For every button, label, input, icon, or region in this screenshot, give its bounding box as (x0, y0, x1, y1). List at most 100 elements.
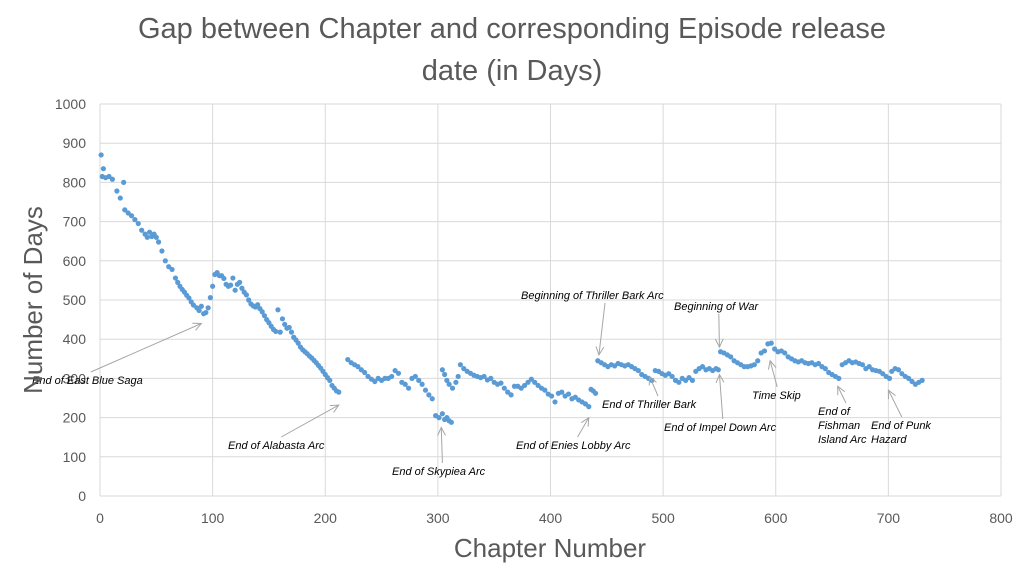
data-point (186, 295, 192, 301)
annotation-arrow (718, 313, 720, 348)
y-tick-label: 1000 (55, 96, 86, 112)
y-tick-label: 200 (63, 410, 87, 426)
annotation-line: Time Skip (752, 390, 801, 402)
annotation-line: End of Alabasta Arc (228, 440, 325, 452)
data-point (259, 309, 265, 315)
data-point (449, 385, 456, 391)
data-point (761, 348, 768, 354)
annotation-arrowhead (329, 404, 340, 413)
data-point (528, 376, 534, 382)
annotation-label: Beginning of War (674, 301, 760, 313)
data-point (422, 387, 429, 393)
data-point (436, 415, 442, 421)
x-tick-label: 0 (96, 510, 104, 526)
data-point (426, 392, 432, 398)
data-point (98, 152, 104, 158)
annotation-label: End of Impel Down Arc (664, 422, 777, 434)
data-point (586, 404, 592, 410)
data-point (239, 285, 245, 291)
data-point (751, 362, 757, 368)
data-point (389, 373, 395, 380)
data-point (446, 381, 452, 387)
data-point (689, 377, 696, 383)
annotation-arrowhead (767, 359, 777, 370)
annotation-label: End of Punk Hazard (871, 420, 931, 446)
data-point (822, 366, 828, 372)
annotation-arrowhead (648, 375, 657, 386)
annotation-arrow (718, 374, 724, 420)
x-tick-label: 500 (651, 510, 675, 526)
data-point (412, 373, 418, 380)
x-tick-label: 600 (764, 510, 788, 526)
data-point (135, 220, 141, 227)
data-point (439, 367, 445, 373)
annotation-arrowhead (837, 385, 846, 396)
annotation-line: Beginning of War (674, 301, 760, 313)
annotation-label: End of Enies Lobby Arc (516, 440, 631, 452)
data-points (98, 152, 925, 425)
y-axis-title: Number of Days (18, 206, 48, 394)
data-point (277, 329, 283, 335)
data-point (288, 329, 295, 335)
annotation-arrowhead (714, 338, 724, 349)
annotation-arrow (837, 386, 847, 404)
annotation-arrowhead (595, 346, 605, 357)
data-point (919, 377, 925, 383)
data-point (542, 387, 548, 393)
data-point (886, 375, 893, 381)
data-point (549, 393, 555, 399)
data-point (246, 297, 252, 303)
data-point (255, 302, 261, 308)
data-point (676, 379, 682, 385)
data-point (453, 379, 459, 385)
annotation-line: Hazard (871, 434, 907, 446)
annotation-line: Beginning of Thriller Bark Arc (521, 290, 664, 302)
annotation-label: Time Skip (752, 390, 801, 402)
x-axis-title: Chapter Number (454, 533, 647, 563)
data-point (782, 350, 788, 356)
y-tick-label: 600 (63, 253, 87, 269)
annotation-line: End of Enies Lobby Arc (516, 440, 631, 452)
data-point (405, 385, 412, 391)
data-point (336, 389, 342, 395)
y-tick-label: 900 (63, 135, 87, 151)
data-point (362, 369, 368, 376)
annotation-arrow (887, 389, 903, 418)
data-point (228, 282, 234, 288)
x-tick-labels: 0 100 200 300 400 500 600 700 800 (96, 510, 1013, 526)
chart-title-line2: date (in Days) (422, 55, 603, 87)
data-point (327, 377, 333, 383)
data-point (416, 377, 422, 383)
data-point (243, 292, 250, 298)
annotation-arrowhead (887, 389, 896, 400)
annotation-label: End of Alabasta Arc (228, 440, 325, 452)
data-point (139, 227, 145, 233)
data-point (109, 176, 115, 182)
data-point (895, 367, 902, 373)
data-point (395, 370, 402, 376)
annotation-arrowhead (437, 426, 446, 436)
x-tick-label: 300 (426, 510, 450, 526)
data-point (419, 381, 425, 387)
y-tick-label: 700 (63, 214, 87, 230)
data-point (488, 375, 494, 381)
annotation-label: End of Fishman Island Arc (818, 406, 867, 446)
data-point (114, 188, 120, 194)
annotation-arrow (598, 302, 606, 355)
data-point (198, 303, 204, 309)
data-point (481, 373, 487, 380)
data-point (402, 381, 408, 387)
data-point (429, 396, 435, 402)
annotation-arrowhead (715, 373, 725, 384)
data-point (203, 309, 209, 316)
annotation-label: End of Skypiea Arc (392, 466, 486, 478)
data-point (552, 399, 558, 405)
data-point (592, 390, 599, 396)
data-point (815, 360, 822, 367)
x-tick-label: 700 (877, 510, 901, 526)
data-point (372, 378, 378, 385)
data-point (282, 321, 288, 327)
data-point (498, 380, 504, 386)
data-point (169, 266, 175, 273)
annotation-line: End of Punk (871, 420, 931, 432)
